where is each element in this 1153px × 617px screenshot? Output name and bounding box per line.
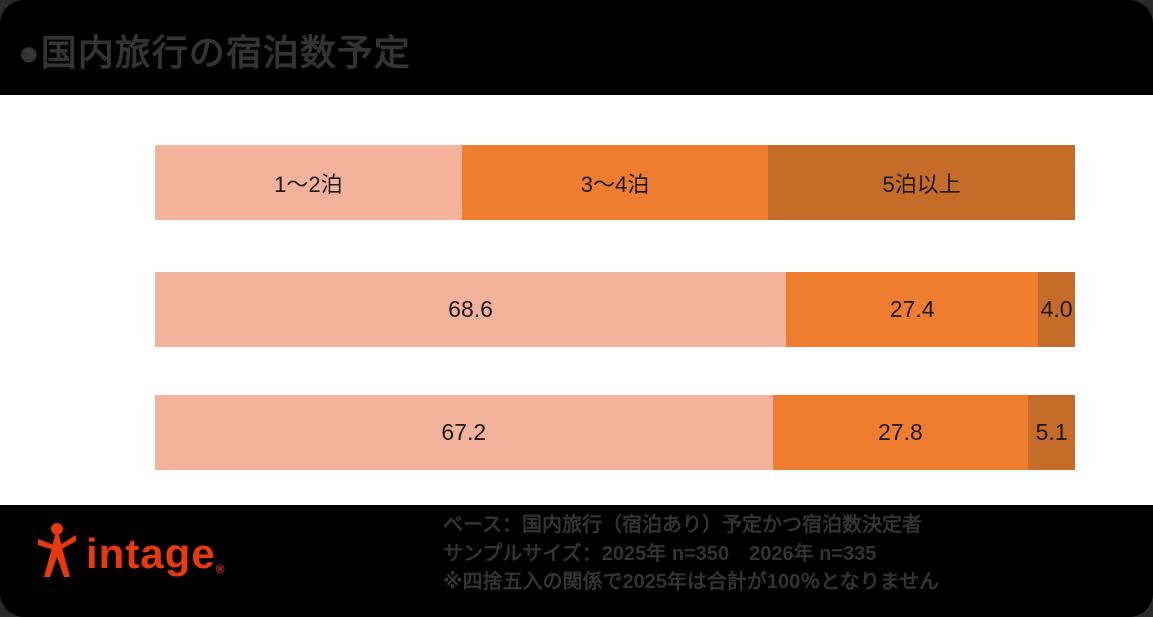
bar-segment: 27.4: [786, 272, 1039, 347]
header: ●国内旅行の宿泊数予定: [0, 0, 1153, 95]
bar-rows: 68.6 27.4 4.0 67.2 27.8 5.1: [155, 272, 1075, 470]
bar-row: 68.6 27.4 4.0: [155, 272, 1075, 347]
bar-row: 67.2 27.8 5.1: [155, 395, 1075, 470]
footnote-sample-size: サンプルサイズ：2025年 n=350 2026年 n=335: [443, 542, 877, 565]
footer: intage® ベース：国内旅行（宿泊あり）予定かつ宿泊数決定者 サンプルサイズ…: [0, 505, 1153, 617]
bar-segment: 4.0: [1038, 272, 1075, 347]
legend-item: 1〜2泊: [155, 145, 462, 220]
bar-segment-value: 27.8: [877, 419, 923, 445]
bar-segment-value: 5.1: [1035, 419, 1068, 445]
intage-logo: intage®: [34, 521, 226, 579]
bar-segment: 27.8: [772, 395, 1029, 470]
footnotes: ベース：国内旅行（宿泊あり）予定かつ宿泊数決定者 サンプルサイズ：2025年 n…: [443, 511, 939, 597]
bar-segment: 5.1: [1028, 395, 1075, 470]
stacked-bar-chart: 1〜2泊 3〜4泊 5泊以上 68.6 27.4 4.0 67.2 27.8 5.1: [155, 145, 1076, 470]
bar-segment-value: 27.4: [889, 296, 935, 322]
intage-logo-icon: [38, 523, 76, 577]
footnote-base: ベース：国内旅行（宿泊あり）予定かつ宿泊数決定者: [443, 514, 922, 536]
bar-segment-value: 68.6: [448, 296, 493, 322]
bar-segment: 67.2: [155, 395, 773, 470]
legend-item: 5泊以上: [768, 145, 1076, 220]
legend-item: 3〜4泊: [461, 145, 769, 220]
footnote-rounding: ※四捨五入の関係で2025年は合計が100％となりません: [443, 571, 940, 593]
legend: 1〜2泊 3〜4泊 5泊以上: [155, 145, 1076, 220]
registered-mark: ®: [215, 562, 226, 576]
intage-logo-text: intage®: [86, 530, 226, 577]
bar-segment: 68.6: [155, 272, 787, 347]
chart-panel: 1〜2泊 3〜4泊 5泊以上 68.6 27.4 4.0 67.2 27.8 5.1: [0, 95, 1153, 505]
legend-item-label: 1〜2泊: [274, 171, 343, 197]
legend-item-label: 3〜4泊: [580, 171, 650, 197]
page-title: ●国内旅行の宿泊数予定: [18, 32, 411, 73]
legend-item-label: 5泊以上: [882, 171, 961, 197]
bar-segment-value: 67.2: [441, 419, 487, 445]
bar-segment-value: 4.0: [1040, 296, 1073, 322]
